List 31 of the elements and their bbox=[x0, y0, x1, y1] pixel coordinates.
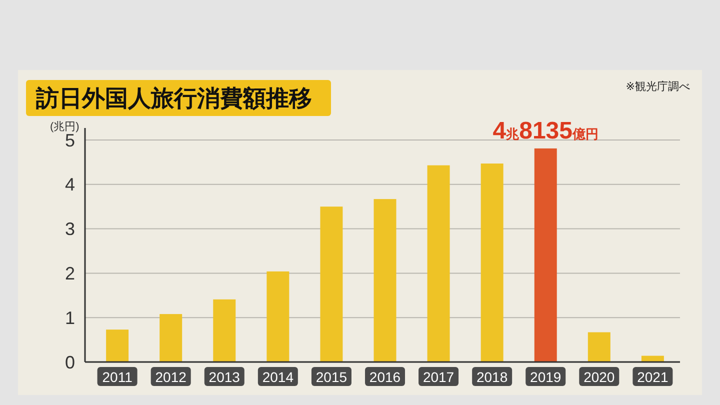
text: ※観光庁調べ bbox=[626, 80, 690, 93]
bar bbox=[160, 314, 182, 362]
y-tick-label: 5 bbox=[64, 130, 75, 150]
bar bbox=[320, 206, 343, 362]
bar bbox=[588, 332, 610, 362]
bar bbox=[213, 299, 236, 362]
y-tick-label: 4 bbox=[64, 174, 75, 195]
x-tick-label: 2021 bbox=[637, 368, 668, 385]
x-tick-label: 2015 bbox=[316, 368, 348, 385]
y-tick-label: 0 bbox=[64, 352, 75, 372]
bar bbox=[427, 165, 450, 362]
x-tick-label: 2019 bbox=[530, 368, 562, 385]
y-tick-label: 2 bbox=[64, 264, 75, 284]
bar bbox=[534, 148, 557, 362]
x-tick-label: 2013 bbox=[208, 368, 240, 385]
y-tick-label: 3 bbox=[64, 219, 75, 240]
x-tick-label: 2011 bbox=[102, 368, 133, 385]
annotation: 4兆8135億円 bbox=[492, 117, 598, 144]
bar bbox=[374, 199, 396, 362]
y-tick-label: 1 bbox=[64, 308, 75, 328]
x-tick-label: 2016 bbox=[369, 368, 401, 385]
bar bbox=[266, 271, 290, 362]
chart-title: 訪日外国人旅行消費額推移 bbox=[35, 85, 312, 111]
x-tick-label: 2017 bbox=[422, 368, 454, 385]
x-tick-label: 2014 bbox=[262, 368, 294, 385]
x-tick-label: 2012 bbox=[155, 368, 187, 385]
x-tick-label: 2020 bbox=[584, 368, 615, 385]
x-tick-label: 2018 bbox=[476, 368, 508, 385]
y-axis-title: (兆円) bbox=[50, 120, 80, 133]
bar bbox=[480, 164, 504, 362]
bar bbox=[106, 330, 129, 362]
